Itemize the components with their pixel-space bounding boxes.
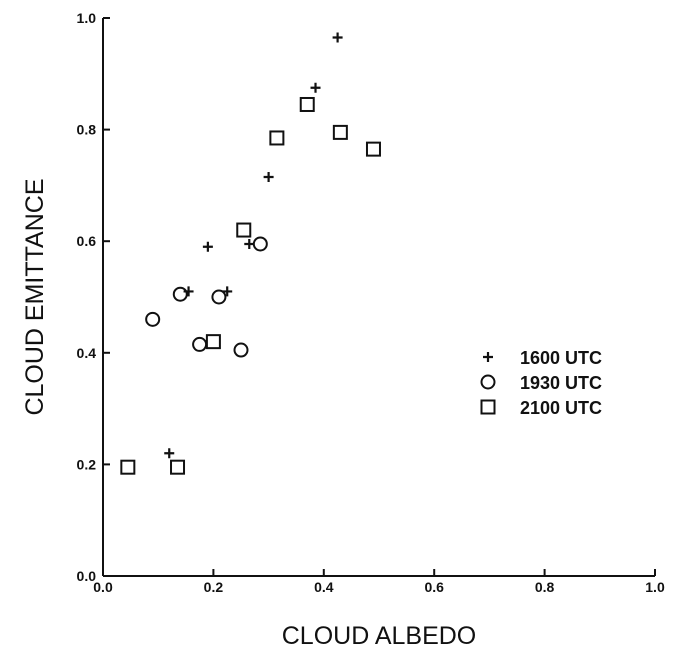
data-point-plus [310,82,321,93]
y-tick-label: 0.2 [77,456,97,472]
data-point-circle [252,236,268,252]
data-point-plus [332,32,343,43]
data-point-circle [192,336,208,352]
y-tick-label: 0.6 [77,233,97,249]
data-point-circle [211,289,227,305]
data-point-plus [164,448,175,459]
data-point-square [299,96,315,112]
legend-label: 1600 UTC [520,348,602,368]
data-point-square [365,141,381,157]
tick-labels: 0.0 0.2 0.4 0.6 0.8 1.0 0.0 0.2 0.4 0.6 0.8 1.0 [77,10,665,595]
legend-label: 2100 UTC [520,398,602,418]
x-tick-label: 0.6 [424,579,444,595]
y-tick-label: 0.8 [77,122,97,138]
legend: 1600 UTC 1930 UTC 2100 UTC [480,348,602,418]
x-tick-label: 0.8 [535,579,555,595]
x-tick-label: 0.4 [314,579,334,595]
data-point-square [120,459,136,475]
ticks [102,17,656,577]
x-tick-label: 0.2 [204,579,224,595]
data-point-plus [263,172,274,183]
y-tick-label: 0.0 [77,568,97,584]
data-point-circle [145,311,161,327]
data-point-circle [233,342,249,358]
data-point-circle [172,286,188,302]
axes [102,18,655,577]
data-point-square [236,222,252,238]
data-point-square [205,334,221,350]
y-tick-label: 1.0 [77,10,97,26]
x-tick-label: 1.0 [645,579,665,595]
legend-plus-marker [483,352,493,362]
legend-label: 1930 UTC [520,373,602,393]
y-tick-label: 0.4 [77,345,97,361]
x-axis-title: CLOUD ALBEDO [282,622,477,650]
data-point-plus [202,241,213,252]
legend-square-marker [480,399,496,415]
data-points [120,32,381,475]
data-point-square [269,130,285,146]
legend-circle-marker [480,374,496,390]
x-tick-label: 0.0 [93,579,113,595]
data-point-square [332,124,348,140]
data-point-plus [244,238,255,249]
y-axis-title: CLOUD EMITTANCE [21,178,49,415]
data-point-square [170,459,186,475]
